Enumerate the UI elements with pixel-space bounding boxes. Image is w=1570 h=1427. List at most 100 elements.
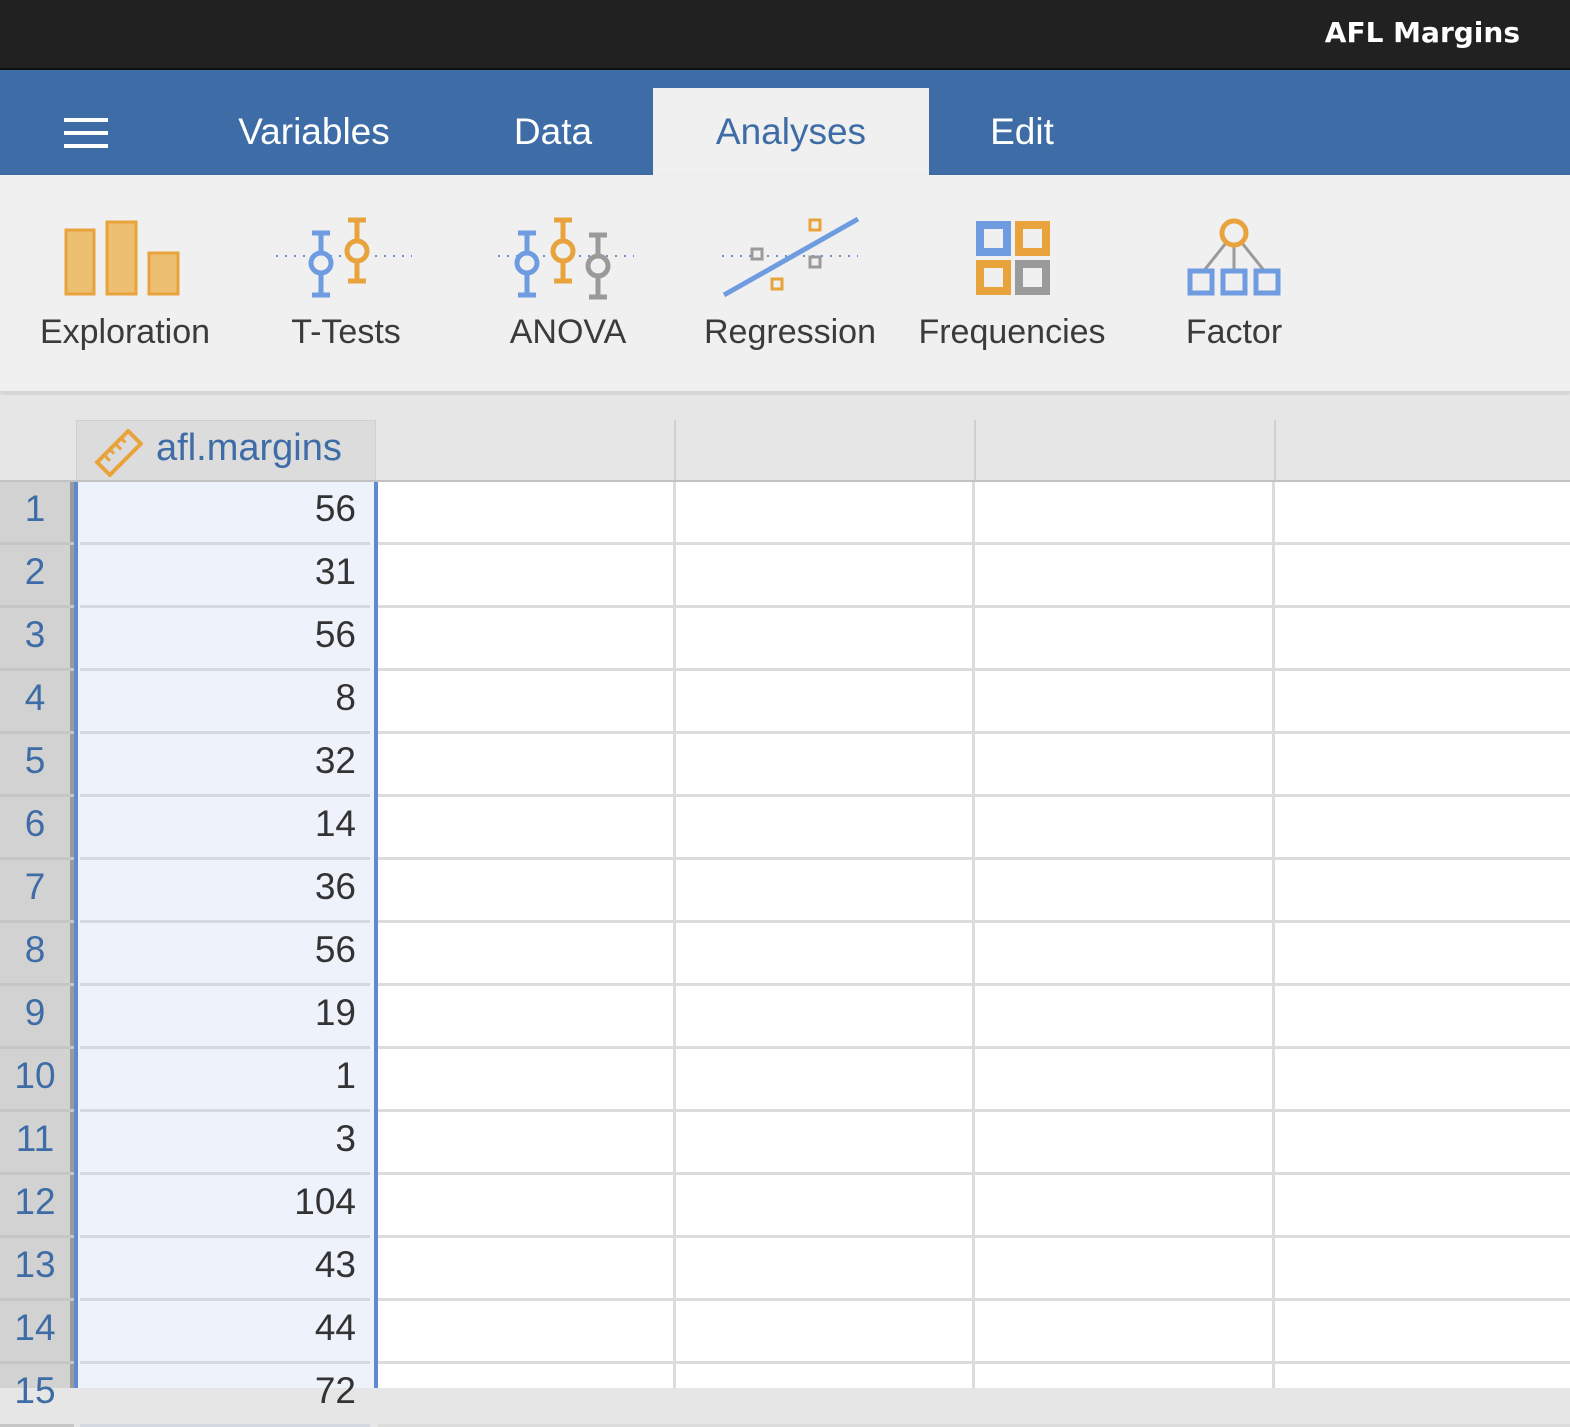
column-header-empty[interactable] (676, 420, 976, 482)
cell-value[interactable]: 8 (335, 677, 356, 718)
row-separator (80, 857, 370, 860)
row-separator (0, 1235, 74, 1238)
row-separator (0, 731, 74, 734)
frequencies-button[interactable]: Frequencies (912, 175, 1112, 393)
row-separator (80, 1046, 370, 1049)
table-row[interactable]: 15 72 (0, 1364, 1570, 1427)
row-separator (80, 1109, 370, 1112)
header-divider (0, 480, 1570, 482)
row-separator (80, 605, 370, 608)
title-bar: AFL Margins (0, 0, 1570, 70)
row-separator (80, 920, 370, 923)
table-row[interactable]: 7 36 (0, 860, 1570, 923)
cell-value[interactable]: 56 (314, 488, 356, 529)
row-separator (378, 1172, 1570, 1175)
table-row[interactable]: 14 44 (0, 1301, 1570, 1364)
cell-value[interactable]: 44 (314, 1307, 356, 1348)
row-separator (378, 794, 1570, 797)
table-row[interactable]: 10 1 (0, 1049, 1570, 1112)
window-title: AFL Margins (1324, 16, 1520, 49)
row-number[interactable]: 10 (14, 1055, 56, 1096)
row-separator (80, 1172, 370, 1175)
column-name: afl.margins (156, 427, 342, 469)
cell-value[interactable]: 104 (294, 1181, 356, 1222)
tab-variables[interactable]: Variables (238, 110, 390, 152)
row-separator (378, 1298, 1570, 1301)
exploration-button[interactable]: Exploration (25, 175, 225, 393)
cell-value[interactable]: 14 (314, 803, 356, 844)
row-separator (378, 920, 1570, 923)
regression-label: Regression (704, 313, 876, 351)
row-number[interactable]: 1 (24, 488, 46, 529)
row-separator (0, 794, 74, 797)
cell-value[interactable]: 56 (314, 614, 356, 655)
row-number[interactable]: 6 (24, 803, 46, 844)
cell-value[interactable]: 3 (335, 1118, 356, 1159)
table-row[interactable]: 6 14 (0, 797, 1570, 860)
table-row[interactable]: 9 19 (0, 986, 1570, 1049)
row-number[interactable]: 11 (15, 1118, 55, 1159)
tab-data[interactable]: Data (513, 110, 593, 152)
row-separator (378, 542, 1570, 545)
factor-icon (1187, 218, 1281, 296)
cell-value[interactable]: 72 (314, 1370, 356, 1411)
row-separator (378, 1109, 1570, 1112)
row-separator (378, 1361, 1570, 1364)
row-number[interactable]: 15 (14, 1370, 56, 1411)
row-separator (80, 542, 370, 545)
row-number[interactable]: 14 (14, 1307, 56, 1348)
row-separator (0, 1109, 74, 1112)
row-number[interactable]: 12 (14, 1181, 56, 1222)
row-number[interactable]: 8 (24, 929, 46, 970)
row-number[interactable]: 5 (24, 740, 46, 781)
cell-value[interactable]: 1 (335, 1055, 356, 1096)
cell-value[interactable]: 32 (314, 740, 356, 781)
cell-value[interactable]: 36 (314, 866, 356, 907)
hamburger-menu-icon[interactable] (64, 118, 108, 148)
regression-icon (722, 216, 860, 298)
t-test-icon (276, 217, 412, 298)
factor-button[interactable]: Factor (1134, 175, 1334, 393)
column-header-empty[interactable] (976, 420, 1276, 482)
row-separator (80, 668, 370, 671)
column-header-empty[interactable] (376, 420, 676, 482)
row-number[interactable]: 2 (24, 551, 46, 592)
tab-analyses[interactable]: Analyses (653, 88, 929, 175)
table-row[interactable]: 3 56 (0, 608, 1570, 671)
t-tests-button[interactable]: T-Tests (246, 175, 446, 393)
row-separator (378, 1046, 1570, 1049)
cell-value[interactable]: 19 (314, 992, 356, 1033)
row-separator (0, 983, 74, 986)
row-number[interactable]: 3 (24, 614, 46, 655)
analyses-ribbon: Exploration T-Tests (0, 175, 1570, 393)
row-number[interactable]: 9 (24, 992, 46, 1033)
row-separator (80, 983, 370, 986)
row-separator (0, 1046, 74, 1049)
table-row[interactable]: 5 32 (0, 734, 1570, 797)
cell-value[interactable]: 43 (314, 1244, 356, 1285)
row-number[interactable]: 7 (24, 866, 46, 907)
table-row[interactable]: 8 56 (0, 923, 1570, 986)
column-header-afl-margins[interactable]: afl.margins (76, 420, 376, 482)
factor-label: Factor (1185, 313, 1283, 351)
cell-value[interactable]: 31 (314, 551, 356, 592)
row-number[interactable]: 13 (14, 1244, 56, 1285)
column-divider (972, 482, 975, 1388)
table-row[interactable]: 1 56 (0, 482, 1570, 545)
row-separator (378, 857, 1570, 860)
table-row[interactable]: 11 3 (0, 1112, 1570, 1175)
tab-edit[interactable]: Edit (990, 110, 1054, 152)
anova-label: ANOVA (509, 313, 627, 351)
row-separator (378, 731, 1570, 734)
column-divider (673, 482, 676, 1388)
anova-button[interactable]: ANOVA (468, 175, 668, 393)
table-row[interactable]: 12 104 (0, 1175, 1570, 1238)
row-number[interactable]: 4 (24, 677, 46, 718)
regression-button[interactable]: Regression (690, 175, 890, 393)
table-row[interactable]: 13 43 (0, 1238, 1570, 1301)
frequencies-icon (976, 221, 1050, 295)
cell-value[interactable]: 56 (314, 929, 356, 970)
row-separator (0, 1172, 74, 1175)
table-row[interactable]: 2 31 (0, 545, 1570, 608)
